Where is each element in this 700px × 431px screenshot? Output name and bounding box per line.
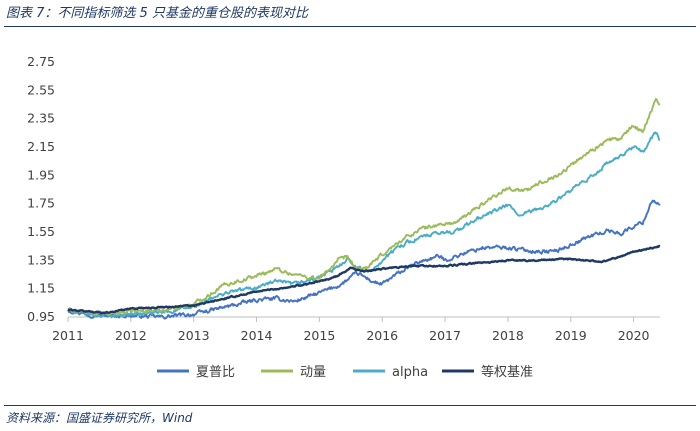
legend-label: 夏普比 [196, 365, 235, 380]
y-tick-label: 2.15 [27, 139, 55, 154]
series-line [67, 199, 661, 320]
y-tick-label: 2.35 [27, 111, 55, 126]
x-tick-label: 2016 [366, 328, 398, 343]
y-tick-label: 1.35 [27, 252, 55, 267]
x-tick-label: 2015 [303, 328, 335, 343]
y-tick-label: 1.95 [27, 167, 55, 182]
y-tick-label: 1.75 [27, 196, 55, 211]
x-tick-label: 2017 [429, 328, 461, 343]
y-tick-label: 2.55 [27, 82, 55, 97]
y-tick-label: 1.15 [27, 281, 55, 296]
x-tick-label: 2014 [241, 328, 273, 343]
source-divider [4, 405, 696, 406]
x-tick-label: 2019 [555, 328, 587, 343]
series-line [67, 131, 661, 319]
legend-label: 动量 [300, 365, 326, 380]
title-divider [4, 26, 696, 27]
x-tick-label: 2013 [178, 328, 210, 343]
figure-source: 资料来源：国盛证券研究所，Wind [6, 411, 193, 425]
chart-legend: 夏普比 动量 alpha 等权基准 [157, 364, 533, 380]
y-tick-label: 0.95 [27, 309, 55, 324]
y-tick-label: 2.75 [27, 54, 55, 69]
x-tick-label: 2012 [115, 328, 147, 343]
figure-title: 图表 7：不同指标筛选 5 只基金的重仓股的表现对比 [6, 6, 308, 21]
series-line [67, 98, 661, 317]
y-axis-ticks: 2.75 2.55 2.35 2.15 1.95 1.75 1.55 1.35 1.15 0.95 [27, 54, 55, 324]
x-tick-label: 2011 [52, 328, 84, 343]
legend-label: alpha [392, 365, 428, 380]
legend-label: 等权基准 [481, 364, 533, 380]
x-axis-ticks: 2011 2012 2013 2014 2015 2016 2017 2018 2019 2020 [52, 317, 650, 343]
series-lines [67, 98, 661, 320]
x-tick-label: 2020 [618, 328, 650, 343]
series-line [67, 244, 661, 315]
y-tick-label: 1.55 [27, 224, 55, 239]
x-tick-label: 2018 [492, 328, 524, 343]
